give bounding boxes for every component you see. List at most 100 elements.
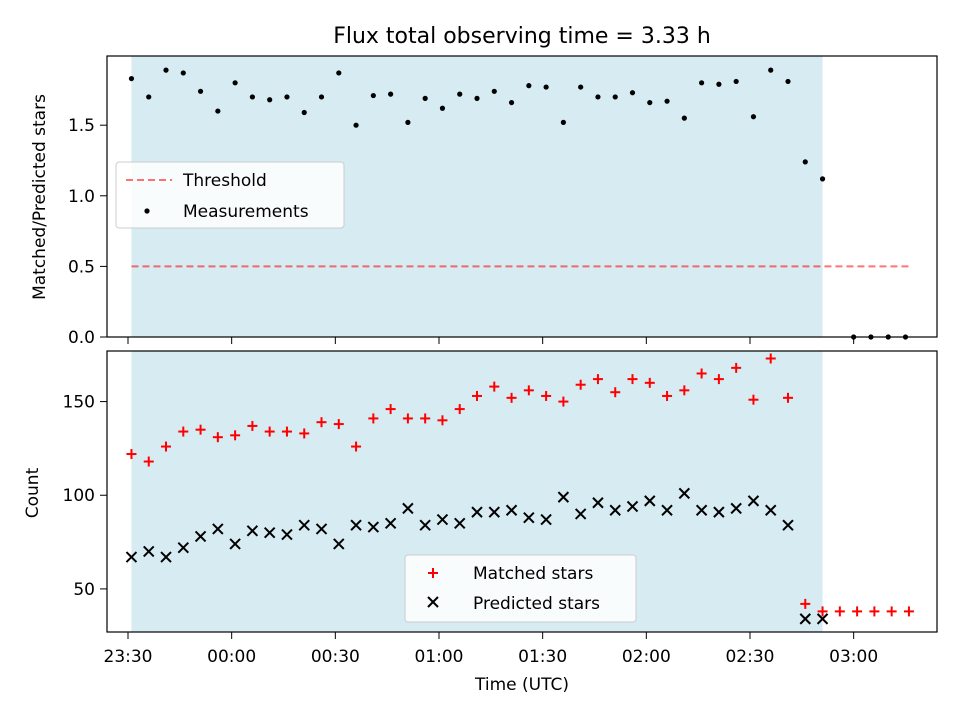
- predicted-stars-point-b: [419, 519, 431, 531]
- x-tick-label: 02:30: [725, 647, 774, 667]
- predicted-stars-point: [160, 551, 172, 563]
- measurement-point: [785, 78, 791, 85]
- predicted-stars-point-b: [229, 538, 241, 550]
- measurement-point: [405, 119, 411, 125]
- predicted-stars-point-b: [609, 504, 621, 516]
- bottom-y-tick-label: 50: [73, 580, 95, 600]
- predicted-stars-point-b: [333, 538, 345, 550]
- measurement-point: [716, 81, 722, 87]
- matched-stars-point: [351, 441, 362, 452]
- bottom-legend-box: [404, 554, 637, 623]
- predicted-stars-point: [488, 506, 500, 518]
- predicted-stars-point: [782, 519, 794, 531]
- bottom-y-ticks: 50 100 150: [63, 393, 107, 600]
- predicted-stars-point: [678, 487, 691, 500]
- top-y-tick-label: 0.0: [68, 328, 95, 348]
- predicted-stars-point: [419, 519, 431, 531]
- matched-stars-point: [143, 456, 154, 467]
- chart-title: Flux total observing time = 3.33 h: [333, 24, 711, 49]
- predicted-stars-point: [350, 519, 362, 531]
- measurement-point: [508, 99, 515, 106]
- measurements-legend-swatch: [144, 208, 150, 214]
- matched-stars-point: [368, 413, 379, 424]
- measurement-point: [146, 94, 152, 100]
- predicted-stars-point: [609, 504, 621, 516]
- predicted-stars-point-b: [747, 495, 760, 507]
- predicted-stars-point-b: [816, 613, 829, 625]
- x-tick-label: 00:00: [207, 647, 256, 667]
- predicted-stars-point-b: [436, 513, 449, 526]
- predicted-stars-point: [816, 613, 829, 625]
- matched-stars-point: [662, 390, 673, 401]
- top-axes-frame: [106, 55, 938, 338]
- matched-stars-point: [420, 413, 431, 424]
- measurement-point: [180, 70, 186, 76]
- matched-stars-point: [627, 374, 638, 385]
- predicted-stars-point-b: [488, 506, 500, 518]
- predicted-stars-point: [713, 506, 725, 518]
- predicted-stars-point-b: [713, 506, 725, 518]
- matched-stars-point: [385, 404, 396, 415]
- measurement-point: [612, 94, 618, 100]
- bottom-y-tick-label: 150: [63, 393, 95, 413]
- predicted-stars-point: [454, 517, 466, 530]
- predicted-stars-point: [212, 523, 224, 535]
- predicted-stars-point: [505, 504, 518, 516]
- predicted-stars-point: [298, 519, 310, 531]
- bottom-plot-area: [125, 351, 914, 632]
- matched-stars-point: [281, 426, 292, 437]
- x-tick-label: 02:00: [622, 647, 671, 667]
- predicted-stars-point-b: [194, 530, 207, 543]
- measurement-point: [750, 114, 757, 120]
- matched-stars-point: [903, 606, 914, 617]
- predicted-stars-point: [246, 525, 259, 537]
- measurement-point: [197, 88, 204, 94]
- matched-stars-point: [506, 392, 517, 403]
- predicted-stars-point: [747, 495, 760, 507]
- predicted-stars-point-b: [367, 521, 380, 533]
- predicted-stars-point-b: [454, 517, 466, 530]
- measurement-point: [336, 70, 342, 76]
- predicted-stars-point-b: [402, 502, 414, 515]
- measurement-point: [681, 115, 687, 121]
- predicted-stars-point: [592, 497, 604, 509]
- measurement-point: [819, 176, 826, 182]
- predicted-stars-point-b: [557, 491, 570, 503]
- measurement-point: [163, 67, 169, 73]
- predicted-stars-point: [765, 504, 777, 516]
- x-tick-label: 03:00: [829, 647, 878, 667]
- predicted-stars-point-b: [263, 527, 276, 539]
- predicted-stars-point-b: [730, 502, 742, 515]
- measurement-point: [578, 84, 584, 90]
- matched-stars-point: [644, 377, 655, 388]
- matched-stars-point: [731, 362, 742, 373]
- predicted-stars-point: [436, 513, 449, 526]
- bottom-x-ticks: 23:30 00:00 00:30 01:00 01:30 02:00 02:30 03:00: [104, 632, 878, 667]
- matched-stars-point: [558, 396, 569, 407]
- x-tick-label: 23:30: [104, 647, 153, 667]
- top-legend-box: [115, 161, 345, 229]
- predicted-legend-label: Predicted stars: [473, 594, 600, 614]
- measurement-point: [802, 159, 808, 165]
- predicted-stars-point: [229, 538, 241, 550]
- predicted-stars-point-b: [471, 506, 483, 518]
- matched-stars-point: [299, 428, 310, 439]
- predicted-stars-point: [143, 545, 155, 558]
- matched-stars-point: [178, 426, 189, 437]
- measurement-point: [647, 99, 653, 106]
- matched-stars-point: [437, 415, 448, 426]
- matched-stars-point: [212, 432, 223, 443]
- predicted-stars-point-b: [540, 513, 552, 526]
- x-tick-label: 01:00: [414, 647, 463, 667]
- measurement-point: [422, 95, 428, 101]
- matched-stars-point: [489, 381, 500, 392]
- predicted-stars-point: [177, 541, 189, 554]
- predicted-stars-point-b: [626, 500, 639, 513]
- predicted-stars-point-b: [177, 541, 189, 554]
- top-y-tick-label: 0.5: [68, 257, 95, 277]
- matched-stars-point: [523, 385, 534, 396]
- predicted-stars-point: [644, 495, 656, 507]
- matched-stars-point: [472, 390, 483, 401]
- measurement-point: [733, 78, 739, 85]
